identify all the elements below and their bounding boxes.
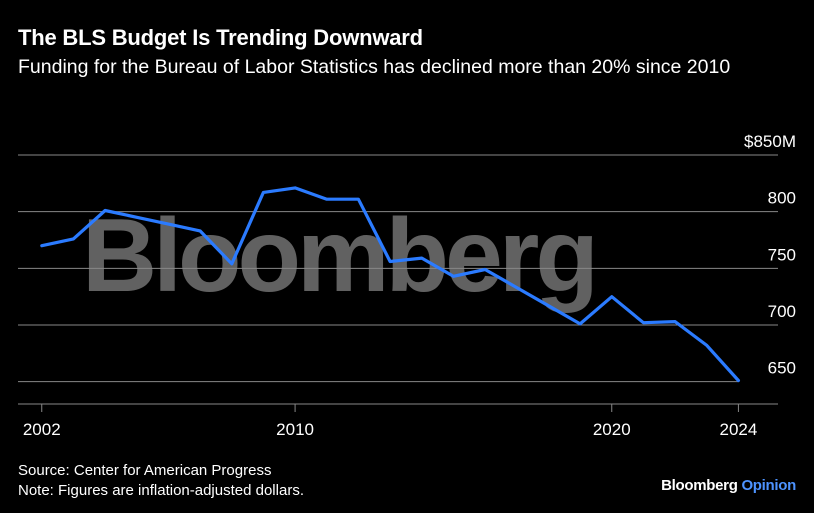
chart-title: The BLS Budget Is Trending Downward (18, 25, 423, 50)
x-tick-label-2010: 2010 (276, 420, 314, 439)
x-axis: 2002 2010 2020 2024 (18, 403, 778, 439)
watermark-logo: Bloomberg (82, 198, 595, 314)
brand-suffix: Opinion (741, 477, 796, 494)
brand-name: Bloomberg (661, 477, 738, 494)
y-tick-label-750: 750 (768, 245, 796, 264)
footnote: Note: Figures are inflation-adjusted dol… (18, 482, 304, 499)
series-line-0 (40, 186, 741, 383)
source-note: Source: Center for American Progress (18, 462, 272, 479)
chart-subtitle: Funding for the Bureau of Labor Statisti… (18, 56, 731, 78)
y-tick-label-800: 800 (768, 189, 796, 208)
y-tick-label-850: $850M (744, 132, 796, 151)
x-tick-label-2024: 2024 (720, 420, 758, 439)
y-tick-label-700: 700 (768, 302, 796, 321)
y-tick-label-650: 650 (768, 359, 796, 378)
brand-logo: Bloomberg Opinion (661, 477, 796, 494)
x-tick-label-2002: 2002 (23, 420, 61, 439)
gridlines: 650 700 750 800 $850M (18, 132, 796, 383)
x-tick-label-2020: 2020 (593, 420, 631, 439)
series-layer (40, 186, 741, 383)
footer-notes: Source: Center for American Progress Not… (18, 461, 304, 501)
